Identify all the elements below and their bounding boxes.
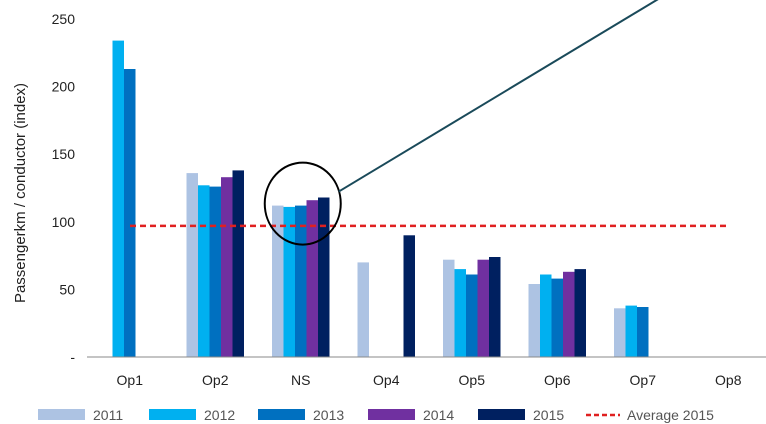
bar-op2-2014 (221, 177, 233, 357)
y-tick-label: 250 (52, 11, 76, 27)
bar-op6-2013 (551, 278, 563, 357)
bar-op6-2011 (528, 284, 540, 357)
y-axis-label: Passengerkm / conductor (index) (12, 83, 29, 303)
bar-op6-2012 (540, 274, 552, 357)
legend-swatch-2012 (149, 409, 196, 420)
bar-op1-2013 (124, 69, 136, 357)
bar-op6-2014 (563, 271, 575, 357)
bar-marks (112, 40, 649, 357)
x-tick-label: Op1 (117, 372, 144, 388)
bar-op5-2014 (477, 259, 489, 357)
bar-ns-2011 (272, 205, 284, 357)
legend-swatch-2014 (368, 409, 415, 420)
x-tick-label: Op4 (373, 372, 400, 388)
x-tick-label: Op5 (459, 372, 486, 388)
legend-label: 2015 (533, 407, 564, 423)
bar-ns-2013 (295, 205, 307, 357)
bar-op1-2012 (112, 40, 124, 357)
legend-label: 2012 (204, 407, 235, 423)
x-tick-label: Op2 (202, 372, 229, 388)
x-tick-label: Op6 (544, 372, 571, 388)
legend-label: 2014 (423, 407, 454, 423)
bar-op4-2011 (357, 262, 369, 357)
highlight-circle (263, 161, 342, 246)
bar-ns-2015 (318, 197, 330, 357)
bar-op5-2013 (466, 274, 478, 357)
bar-op2-2012 (198, 185, 210, 357)
legend: 2011 2012 2013 2014 2015 Average 2015 (38, 407, 714, 423)
legend-swatch-2015 (478, 409, 525, 420)
bar-ns-2012 (283, 206, 295, 357)
leader-line (338, 0, 659, 193)
bar-op4-2015 (403, 235, 415, 357)
legend-label: Average 2015 (627, 407, 714, 423)
y-tick-label: 150 (52, 146, 76, 162)
y-tick-label: 100 (52, 214, 76, 230)
bar-op6-2015 (574, 269, 586, 357)
y-tick-label: 50 (59, 281, 75, 297)
bar-op7-2011 (614, 308, 626, 357)
ns-highlight-annotation (263, 0, 659, 246)
y-axis-ticks: - 50 100 150 200 250 (52, 11, 76, 365)
x-tick-label: NS (291, 372, 310, 388)
legend-label: 2011 (93, 407, 123, 423)
bar-op7-2013 (637, 307, 649, 357)
y-tick-label: 200 (52, 79, 76, 95)
legend-label: 2013 (313, 407, 344, 423)
y-tick-label: - (70, 349, 75, 365)
bar-ns-2014 (306, 200, 318, 357)
x-tick-label: Op7 (630, 372, 657, 388)
bar-op2-2011 (186, 173, 198, 357)
bar-op2-2013 (209, 186, 221, 357)
bar-op5-2012 (454, 269, 466, 357)
bar-op5-2015 (489, 257, 501, 357)
legend-swatch-2013 (258, 409, 305, 420)
bar-op7-2012 (625, 305, 637, 357)
x-tick-label: Op8 (715, 372, 742, 388)
legend-swatch-2011 (38, 409, 85, 420)
bar-op2-2015 (232, 170, 244, 357)
bar-op5-2011 (443, 259, 455, 357)
x-axis-labels: Op1 Op2 NS Op4 Op5 Op6 Op7 Op8 (117, 372, 742, 388)
